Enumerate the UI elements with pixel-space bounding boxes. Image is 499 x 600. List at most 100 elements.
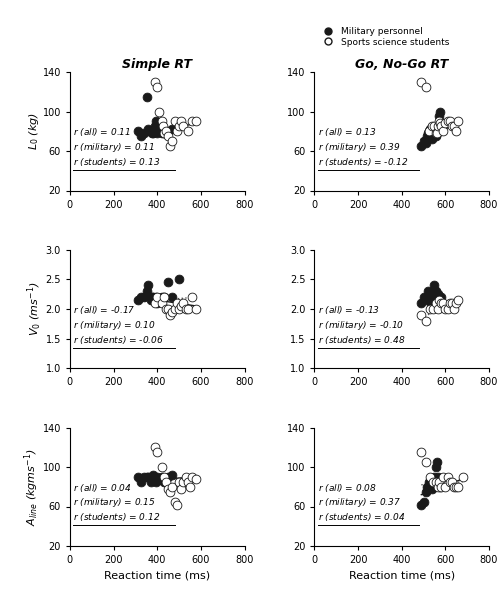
Point xyxy=(426,295,434,305)
Point xyxy=(437,122,445,131)
Point xyxy=(160,292,168,302)
Point xyxy=(422,82,430,92)
Point xyxy=(134,295,142,305)
Point xyxy=(437,292,445,302)
Point xyxy=(164,472,172,482)
Text: $r$ (all) = 0.13: $r$ (all) = 0.13 xyxy=(318,127,377,139)
Point xyxy=(434,472,442,482)
Point xyxy=(188,292,196,302)
Point xyxy=(140,472,148,482)
Point xyxy=(432,131,440,141)
Y-axis label: $\mathit{A}_{\mathit{line}}$ (kgms$^{-1}$): $\mathit{A}_{\mathit{line}}$ (kgms$^{-1}… xyxy=(22,448,41,526)
Point xyxy=(448,477,456,487)
Point xyxy=(446,116,454,126)
Point xyxy=(450,482,458,491)
Point xyxy=(426,124,434,134)
Point xyxy=(147,127,155,136)
Point xyxy=(155,127,163,136)
Point xyxy=(162,127,170,136)
Point xyxy=(422,316,430,326)
Point xyxy=(452,298,460,308)
Point xyxy=(143,472,151,482)
Point xyxy=(173,127,181,136)
Point xyxy=(435,116,443,126)
Point xyxy=(429,127,437,136)
Point xyxy=(432,462,440,472)
Point xyxy=(434,122,442,131)
Point xyxy=(425,127,433,136)
Point xyxy=(450,304,458,314)
Point xyxy=(148,474,156,484)
Point xyxy=(436,295,444,305)
Title: Simple RT: Simple RT xyxy=(122,58,192,71)
Point xyxy=(452,482,460,491)
Point xyxy=(137,292,145,302)
Point xyxy=(428,122,436,131)
Point xyxy=(149,292,157,302)
Point xyxy=(425,127,433,136)
Point xyxy=(155,474,163,484)
Point xyxy=(150,295,158,305)
Point xyxy=(429,292,437,302)
Point xyxy=(431,122,439,131)
Point xyxy=(177,116,185,126)
Point xyxy=(184,477,192,487)
Point xyxy=(429,482,437,491)
Point xyxy=(153,298,161,308)
Point xyxy=(169,136,177,146)
Point xyxy=(435,477,443,487)
Point xyxy=(177,301,185,311)
Point xyxy=(448,122,456,131)
Point xyxy=(153,128,161,138)
Point xyxy=(424,128,432,138)
Point xyxy=(423,292,431,302)
Point xyxy=(446,298,454,308)
Text: $r$ (military) = 0.10: $r$ (military) = 0.10 xyxy=(73,319,156,332)
Point xyxy=(148,128,156,138)
Point xyxy=(459,472,467,482)
Point xyxy=(427,298,435,308)
Point xyxy=(164,304,172,314)
Point xyxy=(434,127,442,136)
Point xyxy=(434,482,442,491)
Point xyxy=(173,298,181,308)
Point xyxy=(435,477,443,487)
Point xyxy=(437,482,445,491)
Point xyxy=(417,141,425,151)
Point xyxy=(175,122,183,131)
Point xyxy=(426,304,434,314)
Point xyxy=(425,477,433,487)
Point xyxy=(193,474,201,484)
Point xyxy=(153,82,161,92)
Point xyxy=(144,472,152,482)
Point xyxy=(140,128,148,138)
Point xyxy=(162,477,170,487)
Point xyxy=(450,122,458,131)
Point xyxy=(417,77,425,86)
Point xyxy=(420,136,428,146)
Legend: Military personnel, Sports science students: Military personnel, Sports science stude… xyxy=(319,27,449,47)
Point xyxy=(424,482,432,491)
Point xyxy=(158,298,166,308)
Point xyxy=(420,292,428,302)
Point xyxy=(149,128,157,138)
Point xyxy=(436,119,444,128)
Point xyxy=(439,472,447,482)
Point xyxy=(159,122,167,131)
Text: $r$ (all) = 0.08: $r$ (all) = 0.08 xyxy=(318,482,377,494)
Point xyxy=(151,77,159,86)
Point xyxy=(152,116,160,126)
Point xyxy=(186,482,194,491)
Text: $r$ (all) = -0.13: $r$ (all) = -0.13 xyxy=(318,304,380,316)
Point xyxy=(171,497,179,506)
Title: Go, No-Go RT: Go, No-Go RT xyxy=(355,58,448,71)
Point xyxy=(417,310,425,320)
Point xyxy=(140,292,148,302)
Point xyxy=(426,472,434,482)
Point xyxy=(432,128,440,138)
Point xyxy=(158,292,166,302)
Point xyxy=(429,304,437,314)
Point xyxy=(428,134,436,144)
Point xyxy=(169,482,177,491)
Point xyxy=(434,289,442,299)
